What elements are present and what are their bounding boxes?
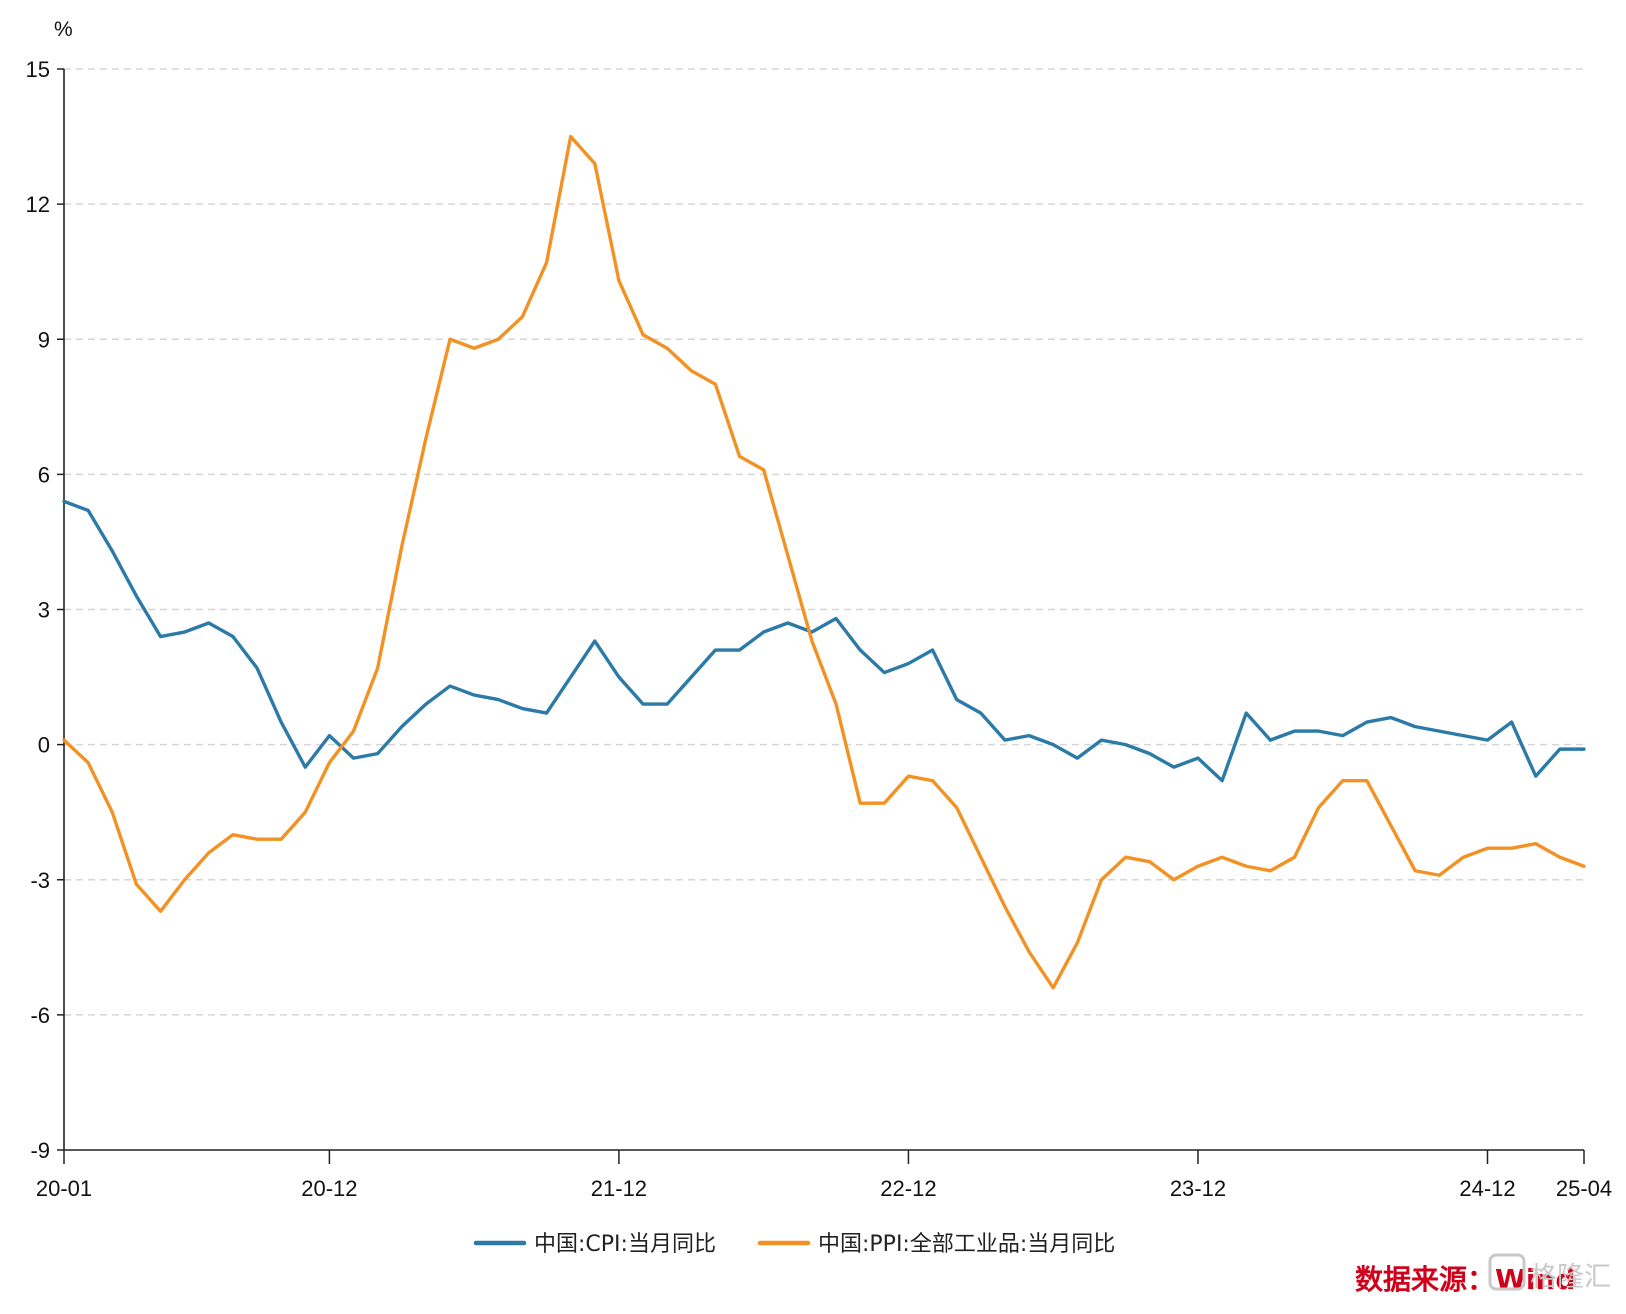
- y-tick-label: 15: [26, 57, 50, 82]
- watermark-logo-icon: [1488, 1253, 1526, 1291]
- watermark-text: 格隆汇: [1530, 1262, 1611, 1293]
- legend-item-cpi: 中国:CPI:当月同比: [473, 1232, 716, 1257]
- x-tick-label: 25-04: [1556, 1176, 1612, 1201]
- gridlines: [64, 68, 1584, 1016]
- x-axis-ticks: 20-01 20-12 21-12 22-12 23-12 24-12 25-04: [36, 1150, 1612, 1201]
- series-lines: [62, 134, 1586, 990]
- y-tick-label: 3: [38, 598, 50, 623]
- x-tick-label: 23-12: [1170, 1176, 1226, 1201]
- y-tick-label: 6: [38, 462, 50, 487]
- legend-label: 中国:CPI:当月同比: [534, 1232, 716, 1257]
- source-text: 数据来源：Wind: [1355, 1263, 1575, 1296]
- x-tick-label: 20-12: [301, 1176, 357, 1201]
- y-tick-label: -6: [30, 1003, 50, 1028]
- legend: 中国:CPI:当月同比 中国:PPI:全部工业品:当月同比: [473, 1232, 1115, 1257]
- watermark: 格隆汇: [1488, 1253, 1611, 1293]
- x-tick-label: 21-12: [591, 1176, 647, 1201]
- x-tick-label: 22-12: [880, 1176, 936, 1201]
- series-line-cpi: [62, 499, 1586, 783]
- y-axis-ticks: 15 12 9 6 3 0 -3 -6 -9: [26, 57, 64, 1163]
- y-tick-label: -3: [30, 868, 50, 893]
- source-label: 数据来源：: [1355, 1263, 1495, 1296]
- series-line-ppi: [62, 134, 1586, 990]
- y-tick-label: -9: [30, 1138, 50, 1163]
- y-tick-label: 0: [38, 733, 50, 758]
- x-tick-label: 20-01: [36, 1176, 92, 1201]
- data-source: 数据来源：Wind: [1355, 1263, 1575, 1296]
- y-tick-label: 12: [26, 192, 50, 217]
- y-tick-label: 9: [38, 327, 50, 352]
- x-tick-label: 24-12: [1459, 1176, 1515, 1201]
- legend-item-ppi: 中国:PPI:全部工业品:当月同比: [757, 1232, 1115, 1257]
- legend-label: 中国:PPI:全部工业品:当月同比: [818, 1232, 1115, 1257]
- y-axis-unit: %: [54, 18, 73, 41]
